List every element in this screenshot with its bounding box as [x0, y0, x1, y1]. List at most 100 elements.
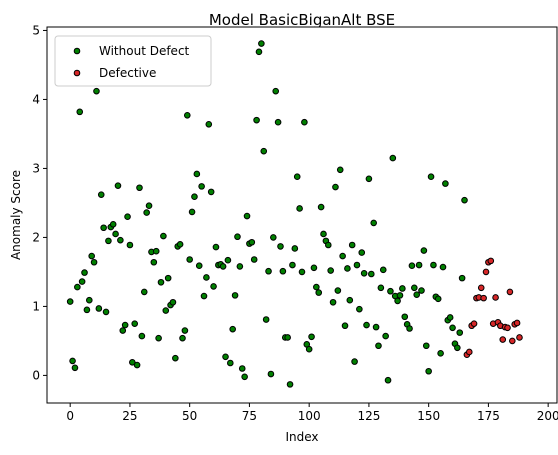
y-axis-label: Anomaly Score — [9, 170, 23, 260]
point-without-defect — [188, 208, 196, 216]
point-without-defect — [205, 120, 213, 128]
point-without-defect — [66, 298, 74, 305]
point-without-defect — [136, 184, 143, 192]
point-without-defect — [336, 166, 344, 174]
point-without-defect — [102, 308, 110, 316]
point-without-defect — [248, 238, 256, 246]
point-without-defect — [152, 247, 160, 255]
point-without-defect — [284, 334, 291, 341]
point-without-defect — [88, 252, 95, 260]
point-without-defect — [313, 283, 320, 291]
point-without-defect — [179, 334, 186, 342]
point-without-defect — [296, 205, 303, 212]
legend-label-without-defect: Without Defect — [99, 44, 190, 58]
point-without-defect — [375, 342, 382, 350]
point-without-defect — [315, 289, 323, 296]
point-without-defect — [100, 224, 107, 232]
point-without-defect — [360, 270, 368, 277]
x-tick-label: 25 — [122, 409, 137, 423]
plot-area — [47, 27, 557, 403]
point-defective — [487, 257, 495, 265]
point-without-defect — [186, 256, 193, 263]
legend: Without Defect Defective — [54, 35, 212, 87]
point-without-defect — [317, 203, 325, 211]
point-defective — [506, 288, 514, 296]
x-tick-label: 200 — [537, 409, 558, 423]
point-without-defect — [387, 287, 394, 295]
point-without-defect — [109, 221, 117, 228]
point-without-defect — [415, 261, 423, 269]
point-without-defect — [143, 209, 150, 216]
point-without-defect — [344, 265, 351, 272]
axis-ticks: 0 25 50 75 100 125 150 175 200 0 1 2 3 4 5 — [32, 23, 558, 423]
point-without-defect — [277, 243, 284, 250]
point-defective — [516, 334, 523, 341]
point-without-defect — [461, 196, 468, 204]
point-without-defect — [74, 283, 81, 291]
point-without-defect — [112, 230, 119, 238]
point-without-defect — [155, 334, 162, 342]
point-without-defect — [181, 327, 189, 334]
point-without-defect — [176, 241, 184, 248]
point-without-defect — [160, 232, 167, 240]
x-tick-label: 150 — [417, 409, 440, 423]
point-without-defect — [384, 376, 392, 384]
point-without-defect — [267, 370, 275, 378]
x-tick-label: 125 — [357, 409, 380, 423]
point-without-defect — [446, 314, 454, 321]
point-without-defect — [90, 258, 98, 266]
point-without-defect — [243, 212, 251, 220]
point-without-defect — [210, 283, 217, 290]
point-without-defect — [293, 173, 301, 181]
point-without-defect — [458, 274, 466, 282]
point-without-defect — [320, 230, 327, 238]
point-without-defect — [191, 193, 198, 201]
x-tick-label: 0 — [66, 409, 74, 423]
plot-frame — [46, 26, 558, 404]
point-without-defect — [418, 287, 425, 294]
point-defective — [509, 337, 516, 345]
point-without-defect — [253, 116, 260, 124]
point-without-defect — [81, 269, 88, 276]
point-without-defect — [255, 48, 263, 56]
point-defective — [477, 284, 485, 292]
point-without-defect — [339, 252, 346, 260]
point-without-defect — [121, 321, 129, 329]
y-tick-label: 3 — [32, 161, 40, 175]
point-without-defect — [454, 344, 461, 352]
legend-marker-defective — [73, 69, 81, 77]
point-defective — [499, 336, 507, 343]
point-without-defect — [231, 292, 239, 299]
point-without-defect — [372, 323, 380, 331]
point-defective — [482, 268, 490, 276]
point-without-defect — [351, 358, 358, 365]
x-tick-label: 75 — [242, 409, 257, 423]
point-without-defect — [164, 274, 172, 282]
point-without-defect — [427, 173, 435, 181]
point-without-defect — [389, 154, 397, 162]
point-without-defect — [241, 373, 248, 381]
point-without-defect — [133, 361, 141, 369]
point-without-defect — [298, 268, 306, 276]
point-without-defect — [203, 274, 210, 281]
point-without-defect — [365, 175, 373, 183]
data-points — [66, 40, 523, 388]
point-without-defect — [353, 261, 361, 269]
x-tick-label: 100 — [298, 409, 321, 423]
point-without-defect — [131, 320, 139, 327]
point-without-defect — [327, 267, 334, 274]
x-axis-label: Index — [285, 430, 318, 444]
point-without-defect — [382, 332, 389, 340]
point-without-defect — [97, 191, 105, 198]
point-without-defect — [265, 267, 272, 275]
point-without-defect — [227, 359, 234, 367]
point-without-defect — [76, 108, 84, 116]
point-without-defect — [86, 296, 93, 304]
point-without-defect — [95, 305, 103, 312]
y-tick-label: 2 — [32, 230, 40, 244]
point-without-defect — [126, 241, 134, 249]
point-without-defect — [442, 180, 449, 187]
point-without-defect — [272, 87, 280, 95]
point-without-defect — [234, 233, 241, 241]
legend-marker-without-defect — [73, 47, 81, 55]
